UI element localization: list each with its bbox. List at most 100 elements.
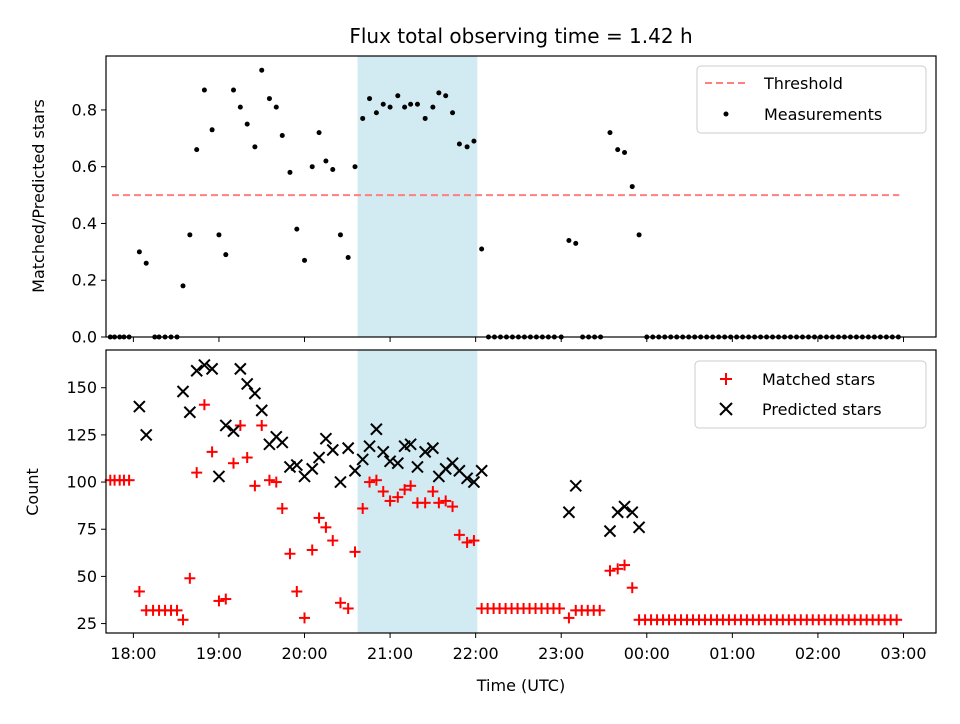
matched-point	[284, 548, 296, 560]
measurement-point	[373, 110, 379, 116]
measurement-point	[194, 147, 200, 153]
chart-title: Flux total observing time = 1.42 h	[349, 24, 692, 48]
predicted-point	[198, 358, 211, 372]
bottom-xtick-label: 21:00	[367, 644, 413, 663]
measurement-point	[266, 96, 272, 102]
measurement-point	[330, 167, 336, 173]
predicted-point	[626, 506, 639, 519]
measurement-point	[352, 164, 358, 170]
bottom-xtick-label: 22:00	[453, 644, 499, 663]
matched-point	[171, 604, 183, 616]
legend-predicted-marker	[719, 402, 733, 416]
predicted-point	[205, 362, 219, 376]
matched-point	[427, 486, 439, 497]
legend-measurements-label: Measurements	[764, 105, 882, 124]
bottom-xtick-label: 01:00	[709, 644, 755, 663]
predicted-point	[460, 472, 474, 485]
matched-point	[327, 535, 339, 547]
top-legend: Threshold Measurements	[696, 65, 927, 134]
measurement-point	[395, 93, 401, 99]
predicted-point	[418, 445, 432, 459]
predicted-point	[290, 458, 304, 472]
measurement-point	[402, 104, 408, 110]
matched-point	[453, 529, 465, 541]
measurement-point	[408, 101, 414, 107]
predicted-point	[219, 419, 233, 432]
bottom-ylabel: Count	[23, 468, 42, 516]
predicted-point	[183, 406, 197, 419]
measurement-point	[309, 164, 315, 170]
bottom-xtick-label: 00:00	[624, 644, 670, 663]
predicted-point	[276, 436, 289, 449]
matched-point	[594, 604, 606, 616]
bottom-legend: Matched stars Predicted stars	[694, 360, 927, 429]
matched-point	[291, 585, 303, 597]
measurement-point	[209, 127, 215, 133]
predicted-point	[348, 464, 362, 477]
measurement-point	[387, 104, 393, 110]
measurement-point	[471, 138, 477, 144]
predicted-point	[377, 445, 390, 459]
matched-point	[334, 597, 346, 609]
matched-point	[563, 612, 575, 624]
matched-point	[263, 474, 275, 486]
predicted-point	[569, 479, 582, 493]
predicted-point	[176, 385, 190, 398]
predicted-point	[234, 362, 247, 376]
bottom-series-0	[104, 399, 903, 626]
matched-point	[440, 495, 452, 507]
predicted-point	[334, 475, 347, 489]
predicted-point	[467, 475, 481, 489]
legend-matched-label: Matched stars	[762, 370, 875, 389]
matched-point	[384, 495, 396, 507]
predicted-point	[240, 377, 254, 391]
matched-point	[364, 476, 376, 488]
legend-matched-marker	[720, 373, 732, 385]
measurement-point	[443, 93, 449, 99]
bottom-xtick-label: 03:00	[880, 644, 926, 663]
measurement-point	[294, 226, 300, 232]
measurement-point	[615, 147, 621, 153]
measurement-point	[216, 232, 222, 238]
top-ticks: 0.0 0.2 0.4 0.6 0.8	[72, 100, 904, 347]
measurement-point	[237, 104, 243, 110]
bottom-ytick-label: 25	[77, 614, 97, 633]
bottom-xlabel: Time (UTC)	[476, 676, 565, 695]
legend-predicted-label: Predicted stars	[762, 400, 882, 419]
predicted-point	[603, 524, 617, 538]
predicted-point	[319, 432, 333, 445]
measurement-point	[573, 240, 579, 246]
top-ytick-label: 0.8	[72, 100, 97, 119]
measurement-point	[136, 249, 142, 255]
predicted-point	[391, 456, 404, 470]
predicted-point	[140, 428, 153, 442]
matched-point	[342, 602, 354, 614]
matched-point	[377, 486, 389, 497]
measurement-point	[187, 232, 193, 238]
matched-point	[177, 614, 189, 626]
matched-point	[461, 536, 473, 548]
matched-point	[234, 419, 246, 431]
matched-point	[191, 467, 203, 479]
matched-point	[399, 484, 411, 496]
measurement-point	[287, 169, 293, 175]
top-ylabel: Matched/Predicted stars	[29, 99, 48, 293]
predicted-point	[248, 387, 262, 400]
top-plot-area	[107, 56, 901, 340]
matched-point	[276, 502, 288, 514]
top-highlight-span	[357, 56, 478, 337]
matched-point	[206, 446, 218, 458]
matched-point	[184, 572, 196, 584]
matched-point	[612, 563, 624, 575]
matched-point	[468, 535, 480, 547]
predicted-point	[370, 423, 383, 436]
predicted-point	[426, 441, 440, 455]
matched-point	[198, 399, 210, 411]
predicted-point	[255, 404, 268, 417]
bottom-legend-box	[694, 360, 927, 429]
bottom-series-1	[133, 358, 646, 538]
predicted-point	[190, 364, 203, 377]
predicted-point	[341, 441, 355, 455]
bottom-panel: 25 50 75 100 125 150 18:00 19:00 20:00 21:00 22:00…	[23, 349, 937, 695]
